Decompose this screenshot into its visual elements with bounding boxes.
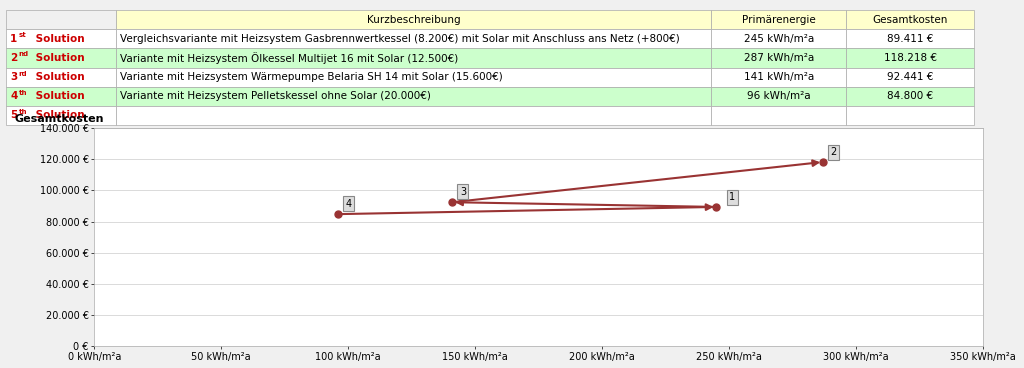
Text: Gesamtkosten: Gesamtkosten	[872, 15, 948, 25]
Text: 141 kWh/m²a: 141 kWh/m²a	[743, 72, 814, 82]
Bar	[846, 106, 974, 125]
Bar	[116, 29, 711, 48]
Text: Variante mit Heizsystem Pelletskessel ohne Solar (20.000€): Variante mit Heizsystem Pelletskessel oh…	[120, 91, 431, 101]
Text: th: th	[18, 109, 27, 115]
Text: 4: 4	[346, 199, 352, 209]
Bar	[6, 10, 116, 29]
Text: nd: nd	[18, 52, 29, 57]
Text: Solution: Solution	[32, 91, 84, 101]
Text: 5: 5	[10, 110, 17, 120]
Bar	[6, 48, 116, 67]
Text: Kurzbeschreibung: Kurzbeschreibung	[367, 15, 461, 25]
Bar	[116, 10, 711, 29]
Text: 287 kWh/m²a: 287 kWh/m²a	[743, 53, 814, 63]
Text: Vergleichsvariante mit Heizsystem Gasbrennwertkessel (8.200€) mit Solar mit Ansc: Vergleichsvariante mit Heizsystem Gasbre…	[120, 34, 680, 44]
Bar	[711, 106, 846, 125]
Text: th: th	[18, 90, 27, 96]
Text: Gesamtkosten: Gesamtkosten	[14, 114, 103, 124]
Bar	[116, 67, 711, 87]
Text: Solution: Solution	[32, 72, 84, 82]
Text: Primärenergie: Primärenergie	[741, 15, 815, 25]
Text: 245 kWh/m²a: 245 kWh/m²a	[743, 34, 814, 44]
Bar	[6, 106, 116, 125]
Text: Solution: Solution	[32, 34, 84, 44]
Bar	[116, 48, 711, 67]
Text: 96 kWh/m²a: 96 kWh/m²a	[746, 91, 810, 101]
Text: Variante mit Heizsystem Ölkessel Multijet 16 mit Solar (12.500€): Variante mit Heizsystem Ölkessel Multije…	[120, 52, 459, 64]
Text: 1: 1	[729, 192, 735, 202]
Bar	[846, 87, 974, 106]
Text: 3: 3	[10, 72, 17, 82]
Bar	[711, 87, 846, 106]
Text: 2: 2	[830, 147, 837, 157]
Text: 3: 3	[460, 187, 466, 197]
Text: Variante mit Heizsystem Wärmepumpe Belaria SH 14 mit Solar (15.600€): Variante mit Heizsystem Wärmepumpe Belar…	[120, 72, 503, 82]
Text: 89.411 €: 89.411 €	[887, 34, 933, 44]
Text: 2: 2	[10, 53, 17, 63]
Bar	[711, 29, 846, 48]
Text: st: st	[18, 32, 27, 38]
Text: 92.441 €: 92.441 €	[887, 72, 933, 82]
Bar	[846, 48, 974, 67]
Bar	[711, 67, 846, 87]
Bar	[116, 106, 711, 125]
Bar	[846, 67, 974, 87]
Text: Solution: Solution	[32, 53, 84, 63]
Text: rd: rd	[18, 71, 27, 77]
Text: 118.218 €: 118.218 €	[884, 53, 937, 63]
Bar	[6, 29, 116, 48]
Bar	[711, 48, 846, 67]
Text: 84.800 €: 84.800 €	[887, 91, 933, 101]
Bar	[846, 29, 974, 48]
Bar	[6, 87, 116, 106]
Text: 4: 4	[10, 91, 17, 101]
Text: Solution: Solution	[32, 110, 84, 120]
Bar	[711, 10, 846, 29]
Bar	[6, 67, 116, 87]
Bar	[116, 87, 711, 106]
Text: 1: 1	[10, 34, 17, 44]
Bar	[846, 10, 974, 29]
